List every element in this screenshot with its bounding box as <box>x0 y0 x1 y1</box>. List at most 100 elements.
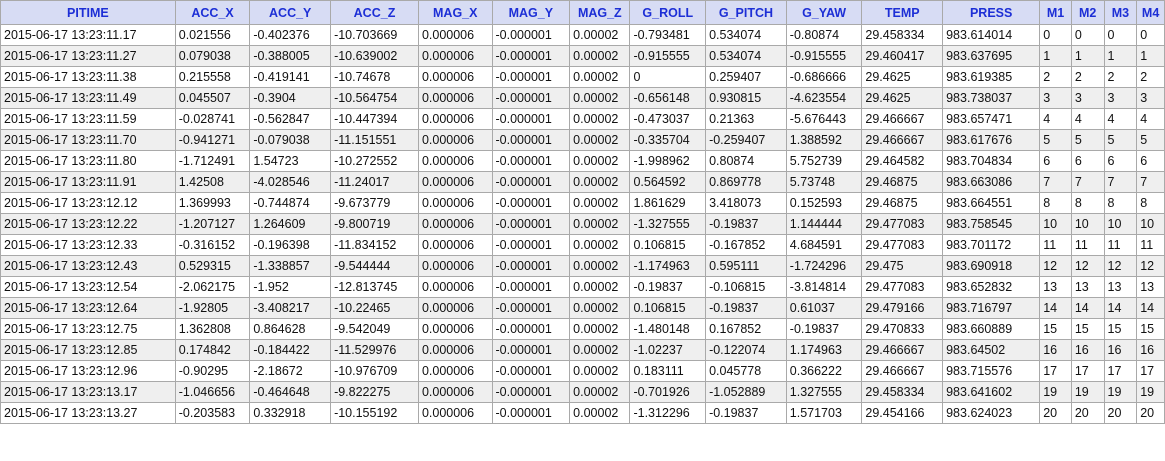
cell-g-roll: -0.656148 <box>629 87 707 109</box>
cell-acc-y: -0.3904 <box>249 87 332 109</box>
cell-acc-x: 0.021556 <box>174 24 251 46</box>
cell-g-pitch: 0.869778 <box>705 171 787 193</box>
cell-g-pitch: 3.418073 <box>705 192 787 214</box>
cell-g-yaw: -5.676443 <box>785 108 863 130</box>
column-header-m4[interactable]: M4 <box>1136 0 1165 25</box>
cell-g-roll: -0.915555 <box>629 45 707 67</box>
cell-temp: 29.4625 <box>861 66 944 88</box>
cell-acc-y: -0.744874 <box>249 192 332 214</box>
column-header-acc-y[interactable]: ACC_Y <box>249 0 332 25</box>
cell-g-yaw: -3.814814 <box>785 276 863 298</box>
cell-acc-z: -9.800719 <box>330 213 419 235</box>
sensor-data-table: PITIME ACC_X ACC_Y ACC_Z MAG_X MAG_Y MAG_Z G_RO… <box>0 0 1165 424</box>
column-header-pitime[interactable]: PITIME <box>0 0 176 25</box>
column-header-temp[interactable]: TEMP <box>861 0 944 25</box>
cell-temp: 29.466667 <box>861 108 944 130</box>
cell-mag-z: 0.00002 <box>569 129 631 151</box>
cell-pitime: 2015-06-17 13:23:12.85 <box>0 339 176 361</box>
cell-mag-y: -0.000001 <box>491 276 571 298</box>
table-row: 2015-06-17 13:23:11.17 0.021556 -0.402376-… <box>0 24 1165 46</box>
cell-g-pitch: 0.80874 <box>705 150 787 172</box>
table-row: 2015-06-17 13:23:12.54 -2.062175 -1.952 -12… <box>0 276 1165 298</box>
cell-acc-z: -11.151551 <box>330 129 419 151</box>
cell-press: 983.657471 <box>942 108 1041 130</box>
cell-g-yaw: 1.144444 <box>785 213 863 235</box>
cell-m1: 20 <box>1039 402 1072 424</box>
cell-pitime: 2015-06-17 13:23:13.27 <box>0 402 176 424</box>
cell-m2: 13 <box>1070 276 1105 298</box>
cell-temp: 29.470833 <box>861 318 944 340</box>
cell-press: 983.619385 <box>942 66 1041 88</box>
cell-pitime: 2015-06-17 13:23:11.38 <box>0 66 176 88</box>
cell-temp: 29.477083 <box>861 213 944 235</box>
cell-mag-y: -0.000001 <box>491 255 571 277</box>
cell-mag-y: -0.000001 <box>491 24 571 46</box>
cell-m3: 6 <box>1103 150 1138 172</box>
cell-temp: 29.4625 <box>861 87 944 109</box>
table-row: 2015-06-17 13:23:11.27 0.079038 -0.388005-… <box>0 45 1165 67</box>
cell-mag-z: 0.00002 <box>569 381 631 403</box>
cell-m1: 8 <box>1039 192 1072 214</box>
table-row: 2015-06-17 13:23:13.27 -0.203583 0.332918-… <box>0 402 1165 424</box>
column-header-m2[interactable]: M2 <box>1070 0 1105 25</box>
cell-pitime: 2015-06-17 13:23:12.96 <box>0 360 176 382</box>
cell-g-yaw: -0.19837 <box>785 318 863 340</box>
cell-pitime: 2015-06-17 13:23:11.49 <box>0 87 176 109</box>
cell-m4: 6 <box>1136 150 1165 172</box>
cell-m3: 0 <box>1103 24 1138 46</box>
table-row: 2015-06-17 13:23:11.49 0.045507 -0.3904 -10… <box>0 87 1165 109</box>
column-header-m1[interactable]: M1 <box>1039 0 1072 25</box>
cell-acc-z: -9.542049 <box>330 318 419 340</box>
cell-acc-x: 1.42508 <box>174 171 251 193</box>
cell-press: 983.715576 <box>942 360 1041 382</box>
cell-g-yaw: 1.174963 <box>785 339 863 361</box>
cell-g-yaw: 4.684591 <box>785 234 863 256</box>
cell-m1: 1 <box>1039 45 1072 67</box>
cell-m4: 15 <box>1136 318 1165 340</box>
cell-mag-x: 0.000006 <box>417 129 493 151</box>
column-header-acc-x[interactable]: ACC_X <box>174 0 251 25</box>
cell-g-yaw: -1.724296 <box>785 255 863 277</box>
cell-mag-x: 0.000006 <box>417 360 493 382</box>
cell-m4: 0 <box>1136 24 1165 46</box>
cell-g-pitch: 0.259407 <box>705 66 787 88</box>
cell-mag-z: 0.00002 <box>569 150 631 172</box>
cell-acc-x: -1.207127 <box>174 213 251 235</box>
cell-m3: 2 <box>1103 66 1138 88</box>
cell-mag-x: 0.000006 <box>417 213 493 235</box>
cell-acc-y: -3.408217 <box>249 297 332 319</box>
cell-mag-x: 0.000006 <box>417 66 493 88</box>
cell-acc-x: -0.941271 <box>174 129 251 151</box>
table-row: 2015-06-17 13:23:12.96 -0.90295 -2.18672 -1… <box>0 360 1165 382</box>
cell-g-pitch: 0.167852 <box>705 318 787 340</box>
cell-g-roll: 0.106815 <box>629 297 707 319</box>
cell-mag-y: -0.000001 <box>491 171 571 193</box>
cell-press: 983.641602 <box>942 381 1041 403</box>
column-header-g-yaw[interactable]: G_YAW <box>785 0 863 25</box>
cell-acc-y: 1.54723 <box>249 150 332 172</box>
column-header-m3[interactable]: M3 <box>1103 0 1138 25</box>
cell-m2: 7 <box>1070 171 1105 193</box>
cell-press: 983.617676 <box>942 129 1041 151</box>
cell-acc-x: -2.062175 <box>174 276 251 298</box>
column-header-mag-y[interactable]: MAG_Y <box>491 0 571 25</box>
cell-mag-z: 0.00002 <box>569 297 631 319</box>
cell-acc-x: -1.712491 <box>174 150 251 172</box>
cell-m3: 10 <box>1103 213 1138 235</box>
column-header-g-roll[interactable]: G_ROLL <box>629 0 707 25</box>
column-header-mag-x[interactable]: MAG_X <box>417 0 493 25</box>
cell-m4: 17 <box>1136 360 1165 382</box>
table-row: 2015-06-17 13:23:12.33 -0.316152 -0.196398… <box>0 234 1165 256</box>
cell-m3: 12 <box>1103 255 1138 277</box>
cell-m3: 13 <box>1103 276 1138 298</box>
column-header-press[interactable]: PRESS <box>942 0 1041 25</box>
cell-acc-z: -11.24017 <box>330 171 419 193</box>
column-header-g-pitch[interactable]: G_PITCH <box>705 0 787 25</box>
column-header-acc-z[interactable]: ACC_Z <box>330 0 419 25</box>
column-header-mag-z[interactable]: MAG_Z <box>569 0 631 25</box>
cell-acc-x: 0.174842 <box>174 339 251 361</box>
cell-temp: 29.454166 <box>861 402 944 424</box>
cell-g-yaw: -0.915555 <box>785 45 863 67</box>
cell-acc-y: -4.028546 <box>249 171 332 193</box>
cell-acc-z: -10.976709 <box>330 360 419 382</box>
